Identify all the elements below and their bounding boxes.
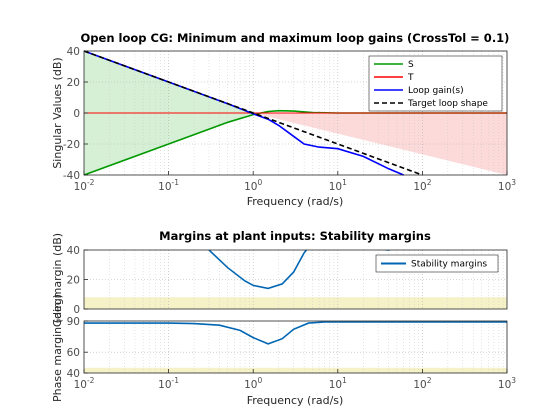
y-tick-label: -40 (63, 170, 80, 182)
chart1-legend: ST Loop gain(s) Target loop shape (368, 55, 503, 112)
legend-label: S (408, 60, 414, 70)
chart1-title: Open loop CG: Minimum and maximum loop g… (81, 31, 510, 45)
y-tick-label: 90 (67, 316, 80, 328)
chart2-phase-band (84, 367, 507, 373)
chart2-title: Margins at plant inputs: Stability margi… (159, 229, 431, 243)
gain-margin-line (208, 250, 392, 290)
y-tick-label: 40 (67, 46, 80, 58)
x-tick-label: 10-1 (158, 376, 179, 391)
chart-margins: Margins at plant inputs: Stability margi… (51, 229, 516, 407)
chart2-gain-ylabel: Gain margin (dB) (51, 233, 64, 327)
x-tick-label: 103 (498, 376, 516, 391)
phase-margin-line (84, 321, 507, 345)
danger-band (84, 367, 507, 373)
series-line (83, 50, 423, 176)
danger-band (84, 297, 507, 309)
y-tick-label: 20 (67, 275, 80, 287)
x-tick-label: 101 (329, 178, 347, 193)
chart1-x-ticks: 10-2 10-1 100 101 102 103 (74, 171, 516, 193)
x-tick-label: 103 (498, 178, 516, 193)
chart2-phase-ylabel: Phase margin (deg) (51, 294, 64, 402)
chart2-gain-series (208, 250, 392, 290)
chart2-phase-series (84, 321, 507, 345)
shaded-region (253, 113, 507, 175)
chart1-y-ticks: 40 20 0 -20 -40 (63, 46, 88, 182)
y-tick-label: 0 (73, 304, 80, 316)
y-tick-label: 40 (67, 245, 80, 257)
chart-open-loop: Open loop CG: Minimum and maximum loop g… (51, 31, 516, 208)
legend-label: T (407, 73, 414, 83)
x-tick-label: 102 (413, 178, 431, 193)
chart1-ylabel: Singular Values (dB) (51, 57, 64, 168)
y-tick-label: -20 (63, 139, 80, 151)
y-tick-label: 20 (67, 77, 80, 89)
chart2-gain-band (84, 297, 507, 309)
x-tick-label: 10-1 (158, 178, 179, 193)
chart2-phase-frame (83, 320, 508, 374)
y-tick-label: 0 (73, 108, 80, 120)
x-tick-label: 100 (244, 376, 262, 391)
y-tick-label: 60 (67, 347, 80, 359)
chart1-xlabel: Frequency (rad/s) (247, 195, 344, 208)
x-tick-label: 10-2 (74, 376, 95, 391)
chart2-xlabel: Frequency (rad/s) (247, 394, 344, 407)
x-tick-label: 10-2 (74, 178, 95, 193)
legend-label: Target loop shape (407, 99, 488, 109)
chart1-legend-box (368, 55, 503, 112)
legend-label: Loop gain(s) (408, 86, 464, 96)
chart2-legend-label: Stability margins (411, 260, 487, 270)
x-tick-label: 102 (413, 376, 431, 391)
chart2-legend: Stability margins (375, 254, 499, 273)
chart2-phase-y-ticks: 90 60 40 (67, 316, 88, 380)
chart2-gain-y-ticks: 40 20 0 (67, 245, 88, 316)
x-tick-label: 100 (244, 178, 262, 193)
x-tick-label: 101 (329, 376, 347, 391)
chart1-series (83, 50, 507, 176)
chart2-legend-box (375, 254, 499, 273)
y-tick-label: 40 (67, 368, 80, 380)
